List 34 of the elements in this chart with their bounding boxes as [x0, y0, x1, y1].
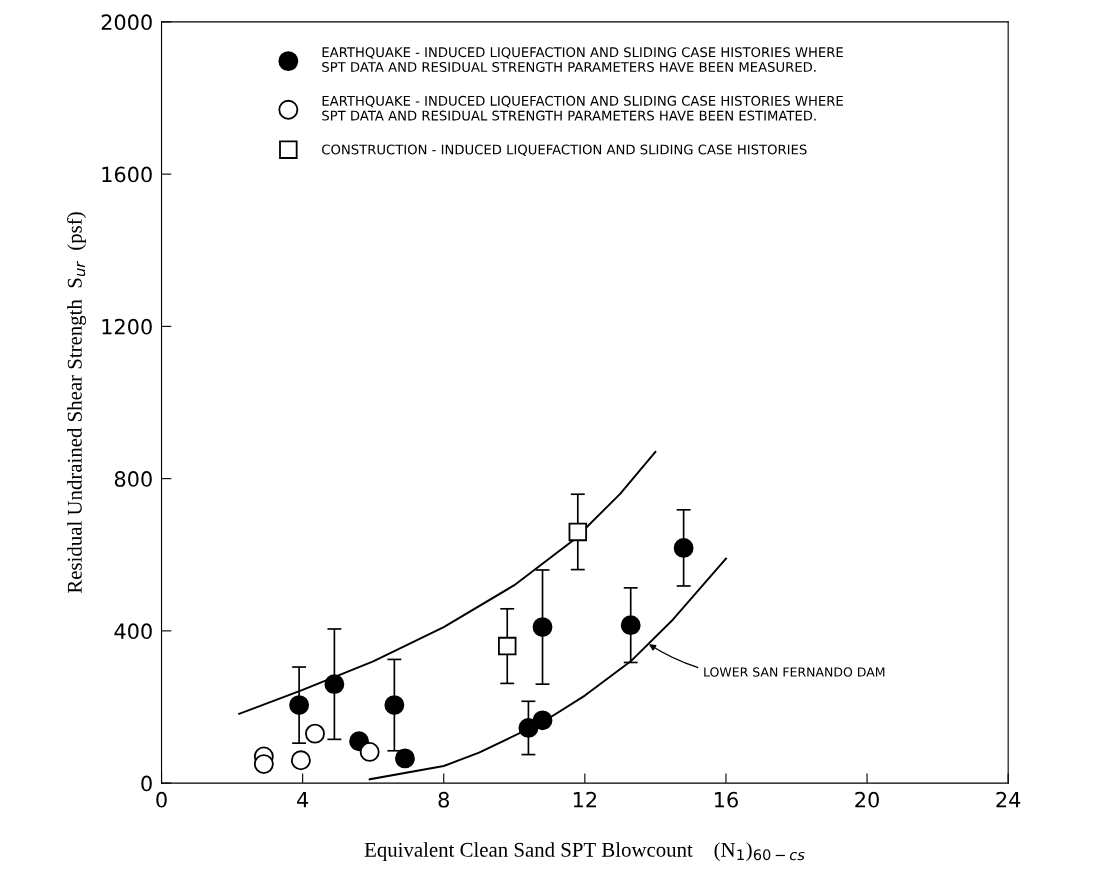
point [498, 636, 517, 656]
point [253, 754, 274, 775]
point [395, 748, 415, 769]
point [290, 750, 311, 771]
legend-label: EARTHQUAKE - INDUCED LIQUEFACTION AND SLIDING CASE HISTORIES WHERE SPT DATA AND RESIDUAL STRENGTH PARAMETERS HAVE BEEN MEASURED. [322, 47, 843, 72]
x-tick-label: 24 [996, 791, 1021, 808]
legend-label: EARTHQUAKE - INDUCED LIQUEFACTION AND SLIDING CASE HISTORIES WHERE SPT DATA AND RESIDUAL STRENGTH PARAMETERS HAVE BEEN ESTIMATED. [322, 95, 843, 121]
y-tick-label: 1600 [102, 166, 152, 183]
point [532, 617, 553, 638]
y-tick-label: 2000 [101, 14, 152, 31]
y-tick-label: 1200 [102, 318, 152, 335]
y-tick-label: 0 [141, 775, 152, 792]
point [359, 741, 380, 762]
point [289, 695, 310, 716]
x-tick-label: 16 [714, 791, 738, 808]
point [673, 537, 694, 558]
x-axis-title: Equivalent Clean Sand SPT Blowcount (N$_{1}$)$_{60−cs}$ [364, 842, 805, 862]
legend-label: CONSTRUCTION - INDUCED LIQUEFACTION AND SLIDING CASE HISTORIES [322, 144, 807, 156]
y-tick-label: 800 [114, 471, 152, 487]
x-tick-label: 0 [156, 791, 167, 808]
x-tick-label: 4 [297, 792, 309, 808]
point [324, 674, 345, 695]
x-tick-label: 20 [855, 791, 879, 808]
y-tick-label: 400 [114, 623, 152, 640]
y-axis-title: Residual Undrained Shear Strength S$_{ur}$ (psf) [66, 212, 87, 594]
point [384, 695, 405, 716]
annotation: LOWER SAN FERNANDO DAM [704, 667, 885, 677]
x-tick-label: 8 [438, 791, 449, 808]
point [620, 615, 641, 636]
point [532, 710, 553, 731]
point [568, 522, 588, 542]
point [305, 723, 325, 744]
point [518, 718, 539, 738]
x-tick-label: 12 [573, 791, 597, 808]
